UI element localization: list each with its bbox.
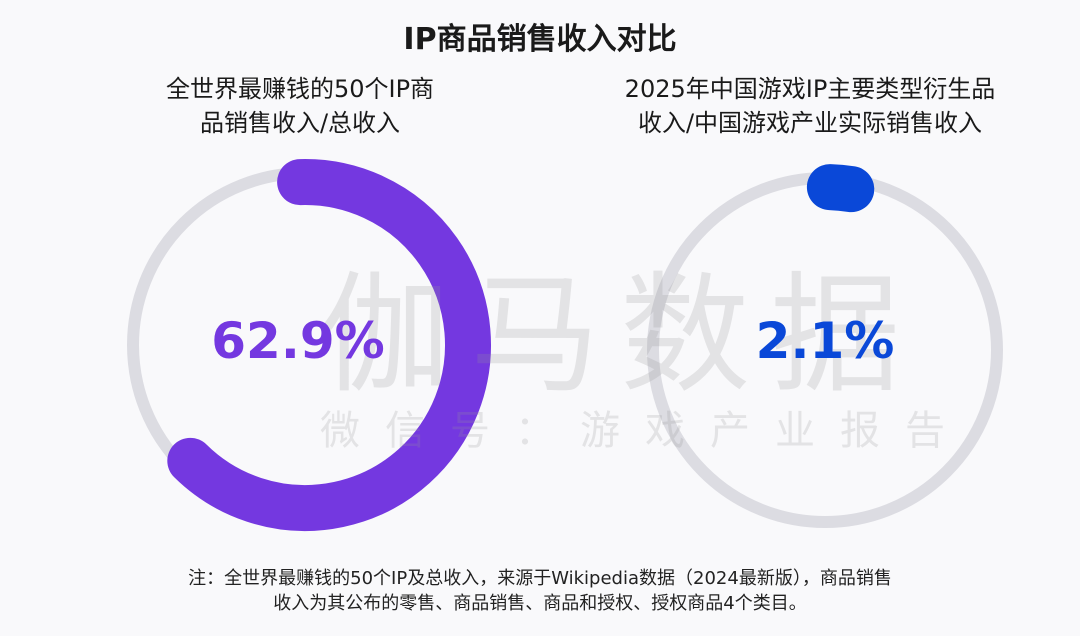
watermark-account: 微信号：游戏产业报告 (320, 408, 970, 454)
chart-title: IP商品销售收入对比 (403, 22, 677, 57)
left-value-label: 62.9% (211, 312, 385, 370)
ring-value-arc (806, 164, 875, 213)
footnote-line1: 注：全世界最赚钱的50个IP及总收入，来源于Wikipedia数据（2024最新… (188, 568, 892, 589)
left-subtitle: 全世界最赚钱的50个IP商 品销售收入/总收入 (80, 72, 520, 140)
right-subtitle-line1: 2025年中国游戏IP主要类型衍生品 (624, 75, 996, 103)
right-subtitle: 2025年中国游戏IP主要类型衍生品 收入/中国游戏产业实际销售收入 (590, 72, 1030, 140)
left-subtitle-line1: 全世界最赚钱的50个IP商 (165, 75, 435, 103)
right-subtitle-line2: 收入/中国游戏产业实际销售收入 (637, 109, 983, 137)
ring-value-arc (167, 159, 491, 531)
left-subtitle-line2: 品销售收入/总收入 (199, 109, 401, 137)
right-value-label: 2.1% (755, 312, 895, 370)
watermark-brand: 伽马数据 (320, 259, 921, 411)
footnote-line2: 收入为其公布的零售、商品销售、商品和授权、授权商品4个类目。 (273, 593, 807, 614)
footnote: 注：全世界最赚钱的50个IP及总收入，来源于Wikipedia数据（2024最新… (100, 566, 980, 616)
